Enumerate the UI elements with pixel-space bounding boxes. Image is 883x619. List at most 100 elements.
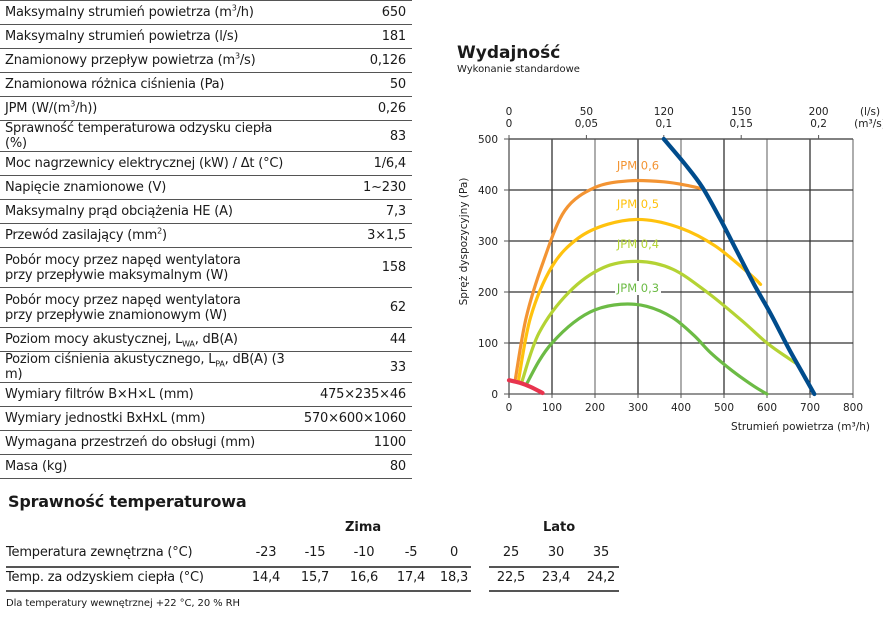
top-tick-label-m3s: 0,2	[810, 118, 827, 130]
x-tick-label: 100	[542, 402, 562, 414]
after-recovery-value: 15,7	[300, 570, 330, 585]
spec-row: Wymiary filtrów B×H×L (mm) 475×235×46	[0, 382, 412, 407]
spec-value: 570×600×1060	[298, 406, 412, 431]
spec-row: Znamionowy przepływ powietrza (m3/s) 0,12…	[0, 48, 412, 73]
outdoor-temp-value: -5	[404, 545, 418, 560]
footnote: Dla temperatury wewnętrznej +22 °C, 20 %…	[6, 598, 240, 609]
series-label: JPM 0,4	[616, 237, 659, 251]
after-recovery-value: 16,6	[349, 570, 379, 585]
series-label: JPM 0,6	[616, 159, 659, 173]
chart-title: Wydajność	[457, 43, 561, 63]
spec-value: 475×235×46	[298, 382, 412, 407]
spec-row: Poziom mocy akustycznej, LWA, dB(A) 44	[0, 327, 412, 352]
outdoor-temp-value: 0	[449, 545, 459, 560]
series-line-max	[661, 136, 817, 397]
spec-row: Maksymalny prąd obciążenia HE (A) 7,3	[0, 199, 412, 224]
after-recovery-value: 14,4	[251, 570, 281, 585]
after-recovery-label: Temp. za odzyskiem ciepła (°C)	[6, 570, 204, 585]
performance-chart: 0 100 200 300 400 500 600 700 800010020030040050…	[458, 106, 883, 433]
after-recovery-value: 23,4	[541, 570, 571, 585]
spec-label: Poziom ciśnienia akustycznego, LPA, dB(A…	[0, 351, 299, 383]
spec-value: 62	[298, 287, 412, 328]
spec-value: 3×1,5	[298, 223, 412, 248]
series-line-jpm-0-6	[513, 178, 705, 381]
y-tick-label: 500	[478, 134, 498, 146]
divider	[489, 566, 619, 568]
spec-label: Wymiary jednostki BxHxL (mm)	[0, 406, 299, 431]
y-tick-label: 200	[478, 287, 498, 299]
winter-label: Zima	[345, 520, 382, 535]
spec-row: Maksymalny strumień powietrza (l/s) 181	[0, 24, 412, 49]
outdoor-temp-value: -10	[353, 545, 375, 560]
efficiency-title: Sprawność temperaturowa	[8, 492, 247, 511]
x-tick-label: 800	[843, 402, 863, 414]
after-recovery-value: 17,4	[396, 570, 426, 585]
outdoor-temp-value: 35	[592, 545, 610, 560]
spec-value: 1/6,4	[298, 151, 412, 176]
top-tick-label-m3s: 0,1	[655, 118, 672, 130]
divider	[489, 590, 619, 592]
top-tick-label-ls: 150	[731, 106, 751, 118]
spec-row: JPM (W/(m3/h)) 0,26	[0, 96, 412, 121]
spec-row: Masa (kg) 80	[0, 454, 412, 479]
spec-value: 7,3	[298, 199, 412, 224]
after-recovery-value: 22,5	[496, 570, 526, 585]
spec-value: 650	[298, 0, 412, 25]
y-tick-label: 300	[478, 236, 498, 248]
top-unit-ls: (l/s)	[860, 106, 880, 118]
spec-value: 33	[298, 351, 412, 383]
outdoor-temp-value: 30	[547, 545, 565, 560]
x-axis-label: Strumień powietrza (m³/h)	[731, 421, 870, 433]
series-label: JPM 0,5	[616, 197, 659, 211]
top-unit-m3s: (m³/s)	[854, 118, 883, 130]
spec-label: JPM (W/(m3/h))	[0, 96, 299, 121]
top-tick-label-m3s: 0,05	[575, 118, 598, 130]
spec-row: Moc nagrzewnicy elektrycznej (kW) / Δt (…	[0, 151, 412, 176]
series-line-jpm-0-4	[520, 259, 800, 384]
spec-label: Maksymalny prąd obciążenia HE (A)	[0, 199, 299, 224]
spec-value: 1100	[298, 430, 412, 455]
series-line-jpm-0-5	[516, 217, 763, 383]
outdoor-temp-value: -23	[255, 545, 277, 560]
spec-row: Wymagana przestrzeń do obsługi (mm) 1100	[0, 430, 412, 455]
y-tick-label: 400	[478, 185, 498, 197]
spec-row: Maksymalny strumień powietrza (m3/h) 650	[0, 0, 412, 25]
spec-value: 0,26	[298, 96, 412, 121]
divider	[6, 566, 471, 568]
spec-label: Masa (kg)	[0, 454, 299, 479]
spec-label: Wymiary filtrów B×H×L (mm)	[0, 382, 299, 407]
top-tick-label-ls: 0	[506, 106, 513, 118]
summer-label: Lato	[543, 520, 576, 535]
spec-row: Napięcie znamionowe (V) 1~230	[0, 175, 412, 200]
spec-label: Przewód zasilający (mm2)	[0, 223, 299, 248]
spec-row: Wymiary jednostki BxHxL (mm) 570×600×1060	[0, 406, 412, 431]
series-line-jpm-0-3	[524, 302, 769, 396]
x-tick-label: 500	[714, 402, 734, 414]
spec-value: 80	[298, 454, 412, 479]
spec-value: 1~230	[298, 175, 412, 200]
spec-label: Znamionowa różnica ciśnienia (Pa)	[0, 72, 299, 97]
x-tick-label: 0	[506, 402, 513, 414]
outdoor-temp-value: -15	[304, 545, 326, 560]
spec-value: 181	[298, 24, 412, 49]
spec-label: Maksymalny strumień powietrza (l/s)	[0, 24, 299, 49]
series-line-min	[506, 378, 545, 396]
x-tick-label: 300	[628, 402, 648, 414]
spec-row: Pobór mocy przez napęd wentylatora przy p…	[0, 287, 412, 328]
spec-row: Poziom ciśnienia akustycznego, LPA, dB(A…	[0, 351, 412, 383]
spec-label: Moc nagrzewnicy elektrycznej (kW) / Δt (…	[0, 151, 299, 176]
spec-row: Znamionowa różnica ciśnienia (Pa) 50	[0, 72, 412, 97]
top-tick-label-m3s: 0	[506, 118, 513, 130]
y-axis-label: Spręż dyspozycyjny (Pa)	[458, 178, 470, 306]
spec-row: Przewód zasilający (mm2) 3×1,5	[0, 223, 412, 248]
y-tick-label: 0	[491, 389, 498, 401]
spec-value: 158	[298, 247, 412, 288]
spec-row: Pobór mocy przez napęd wentylatora przy p…	[0, 247, 412, 288]
x-tick-label: 200	[585, 402, 605, 414]
x-tick-label: 700	[800, 402, 820, 414]
top-tick-label-m3s: 0,15	[730, 118, 753, 130]
series-label: JPM 0,3	[616, 281, 659, 295]
chart-subtitle: Wykonanie standardowe	[457, 64, 580, 75]
spec-label: Pobór mocy przez napęd wentylatora przy p…	[0, 247, 299, 288]
spec-label: Napięcie znamionowe (V)	[0, 175, 299, 200]
